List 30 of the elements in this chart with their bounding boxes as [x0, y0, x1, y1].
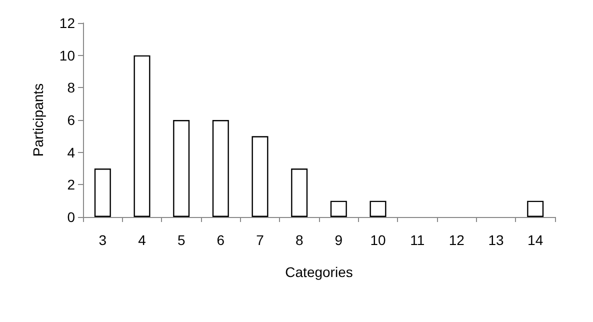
bar [173, 120, 190, 217]
bar [252, 136, 268, 217]
x-tick-label: 8 [295, 232, 304, 248]
y-tick-label: 2 [67, 176, 76, 193]
x-tick-label: 14 [528, 232, 544, 248]
x-axis-title: Categories [285, 264, 353, 280]
bar [330, 200, 347, 217]
y-tick-label: 0 [67, 209, 76, 225]
bar [134, 55, 150, 217]
bar [527, 200, 544, 217]
x-tick-label: 12 [448, 232, 465, 248]
x-tick-label: 3 [98, 232, 107, 248]
x-tick-label: 4 [138, 232, 146, 248]
x-tick-label: 13 [488, 232, 504, 248]
bar [212, 120, 229, 217]
bar [94, 168, 111, 217]
y-tick-label: 12 [59, 15, 76, 31]
y-tick-label: 6 [67, 112, 76, 128]
bar [370, 200, 386, 217]
x-tick-label: 5 [177, 232, 186, 248]
y-tick-label: 8 [67, 80, 76, 96]
y-axis-title: Participants [30, 83, 46, 157]
x-tick-label: 7 [256, 232, 264, 248]
x-tick-label: 6 [216, 232, 225, 248]
x-tick-label: 9 [334, 232, 343, 248]
x-tick-label: 10 [370, 232, 386, 248]
y-tick-label: 10 [59, 47, 76, 64]
x-tick-label: 11 [410, 232, 425, 248]
y-tick-label: 4 [67, 144, 76, 160]
bar [291, 168, 308, 217]
